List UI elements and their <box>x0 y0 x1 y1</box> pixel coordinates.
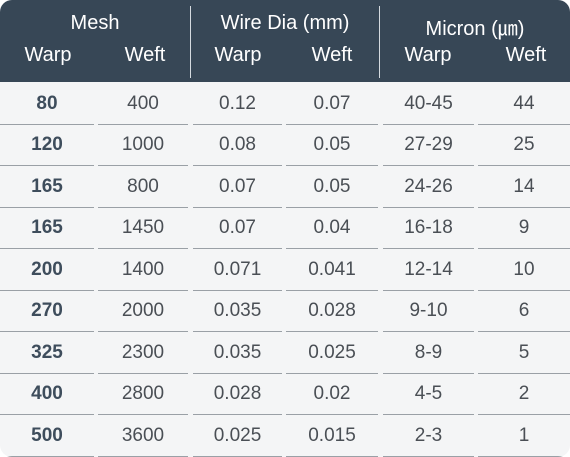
cell-mesh-warp: 120 <box>0 125 94 167</box>
table-row: 500 3600 0.025 0.015 2-3 1 <box>0 415 570 457</box>
cell-wire-weft: 0.028 <box>286 291 378 333</box>
cell-wire-weft: 0.04 <box>286 208 378 250</box>
table-row: 165 1450 0.07 0.04 16-18 9 <box>0 208 570 250</box>
subheader-wire-warp: Warp <box>214 44 262 66</box>
cell-mesh-weft: 3600 <box>98 415 188 457</box>
cell-wire-warp: 0.035 <box>193 291 282 333</box>
table-row: 200 1400 0.071 0.041 12-14 10 <box>0 249 570 291</box>
cell-micron-weft: 1 <box>478 415 570 457</box>
subheader-mesh-weft: Weft <box>124 44 166 66</box>
cell-mesh-weft: 2300 <box>98 332 188 374</box>
cell-wire-warp: 0.07 <box>193 166 282 208</box>
header-group-micron: Micron (㎛) <box>425 18 525 40</box>
table-row: 80 400 0.12 0.07 40-45 44 <box>0 83 570 125</box>
cell-mesh-weft: 1450 <box>98 208 188 250</box>
table-row: 120 1000 0.08 0.05 27-29 25 <box>0 125 570 167</box>
cell-wire-weft: 0.041 <box>286 249 378 291</box>
cell-mesh-weft: 1000 <box>98 125 188 167</box>
subheader-micron-weft: Weft <box>505 44 547 66</box>
cell-wire-warp: 0.071 <box>193 249 282 291</box>
cell-mesh-warp: 500 <box>0 415 94 457</box>
cell-wire-warp: 0.08 <box>193 125 282 167</box>
cell-mesh-warp: 400 <box>0 374 94 416</box>
cell-mesh-warp: 325 <box>0 332 94 374</box>
cell-wire-warp: 0.07 <box>193 208 282 250</box>
cell-micron-weft: 25 <box>478 125 570 167</box>
subheader-wire-weft: Weft <box>311 44 353 66</box>
cell-mesh-warp: 165 <box>0 166 94 208</box>
table-row: 400 2800 0.028 0.02 4-5 2 <box>0 374 570 416</box>
cell-micron-weft: 14 <box>478 166 570 208</box>
cell-wire-warp: 0.028 <box>193 374 282 416</box>
cell-micron-warp: 12-14 <box>383 249 474 291</box>
cell-micron-weft: 9 <box>478 208 570 250</box>
table-header: Mesh Wire Dia (mm) Micron (㎛) Warp Weft … <box>0 0 570 82</box>
cell-wire-warp: 0.12 <box>193 83 282 125</box>
cell-mesh-weft: 400 <box>98 83 188 125</box>
cell-mesh-weft: 2000 <box>98 291 188 333</box>
cell-mesh-warp: 200 <box>0 249 94 291</box>
cell-micron-weft: 44 <box>478 83 570 125</box>
cell-wire-warp: 0.025 <box>193 415 282 457</box>
header-divider <box>379 6 380 78</box>
cell-mesh-weft: 1400 <box>98 249 188 291</box>
cell-mesh-warp: 165 <box>0 208 94 250</box>
cell-wire-weft: 0.015 <box>286 415 378 457</box>
cell-wire-weft: 0.025 <box>286 332 378 374</box>
cell-micron-warp: 27-29 <box>383 125 474 167</box>
subheader-micron-warp: Warp <box>404 44 452 66</box>
cell-mesh-warp: 80 <box>0 83 94 125</box>
cell-micron-warp: 9-10 <box>383 291 474 333</box>
cell-wire-weft: 0.05 <box>286 166 378 208</box>
table-row: 165 800 0.07 0.05 24-26 14 <box>0 166 570 208</box>
cell-wire-weft: 0.05 <box>286 125 378 167</box>
cell-mesh-warp: 270 <box>0 291 94 333</box>
cell-micron-warp: 16-18 <box>383 208 474 250</box>
cell-mesh-weft: 2800 <box>98 374 188 416</box>
cell-wire-weft: 0.02 <box>286 374 378 416</box>
subheader-mesh-warp: Warp <box>24 44 72 66</box>
cell-micron-weft: 5 <box>478 332 570 374</box>
cell-mesh-weft: 800 <box>98 166 188 208</box>
cell-micron-weft: 6 <box>478 291 570 333</box>
table-row: 325 2300 0.035 0.025 8-9 5 <box>0 332 570 374</box>
cell-micron-weft: 2 <box>478 374 570 416</box>
header-group-mesh: Mesh <box>70 12 120 34</box>
table-row: 270 2000 0.035 0.028 9-10 6 <box>0 291 570 333</box>
header-divider <box>190 6 191 78</box>
cell-micron-warp: 24-26 <box>383 166 474 208</box>
cell-micron-weft: 10 <box>478 249 570 291</box>
cell-micron-warp: 8-9 <box>383 332 474 374</box>
cell-micron-warp: 40-45 <box>383 83 474 125</box>
cell-wire-warp: 0.035 <box>193 332 282 374</box>
cell-wire-weft: 0.07 <box>286 83 378 125</box>
cell-micron-warp: 2-3 <box>383 415 474 457</box>
cell-micron-warp: 4-5 <box>383 374 474 416</box>
header-group-wire-dia: Wire Dia (mm) <box>220 12 350 34</box>
